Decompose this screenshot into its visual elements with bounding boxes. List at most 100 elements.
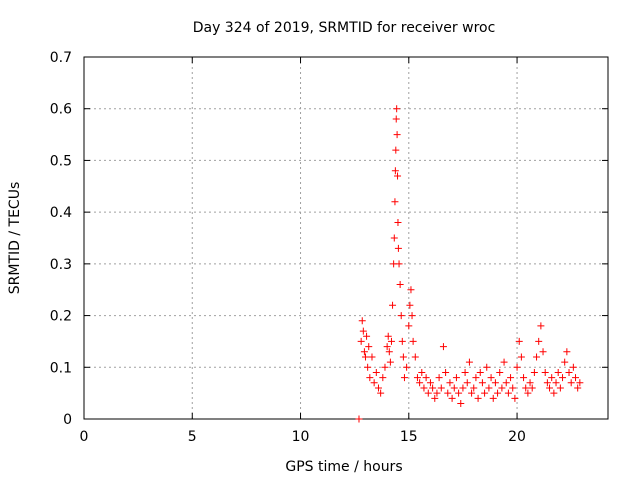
data-point: [543, 379, 551, 387]
data-point: [509, 384, 517, 392]
data-point: [437, 384, 445, 392]
data-point: [442, 368, 450, 376]
data-point: [396, 281, 404, 289]
data-point: [496, 368, 504, 376]
data-point: [548, 374, 556, 382]
data-point: [478, 379, 486, 387]
data-point: [365, 343, 373, 351]
data-point: [394, 244, 402, 252]
data-point: [364, 363, 372, 371]
data-point: [420, 384, 428, 392]
data-point: [407, 286, 415, 294]
data-point: [360, 348, 368, 356]
data-point: [397, 312, 405, 320]
data-point: [409, 337, 417, 345]
y-tick-label: 0.6: [50, 102, 72, 118]
data-point: [563, 348, 571, 356]
data-point: [556, 384, 564, 392]
y-axis-label: SRMTID / TECUs: [7, 182, 23, 295]
data-point: [507, 374, 515, 382]
data-point: [394, 218, 402, 226]
data-point: [459, 384, 467, 392]
data-point: [416, 379, 424, 387]
data-point: [483, 363, 491, 371]
data-point: [386, 358, 394, 366]
data-point: [539, 348, 547, 356]
chart-title: Day 324 of 2019, SRMTID for receiver wro…: [193, 20, 496, 36]
data-point: [476, 368, 484, 376]
data-point: [485, 384, 493, 392]
data-point: [565, 368, 573, 376]
data-point: [446, 379, 454, 387]
y-tick-label: 0.2: [50, 309, 72, 325]
data-point: [455, 389, 463, 397]
data-point: [426, 379, 434, 387]
data-point: [393, 105, 401, 113]
x-tick-label: 0: [80, 429, 89, 445]
data-point: [389, 301, 397, 309]
y-tick-label: 0.7: [50, 50, 72, 66]
data-point: [372, 368, 380, 376]
data-point: [398, 337, 406, 345]
data-point: [403, 363, 411, 371]
data-point: [569, 363, 577, 371]
y-tick-label: 0.3: [50, 257, 72, 273]
data-point: [520, 374, 528, 382]
y-tick-label: 0.4: [50, 205, 72, 221]
data-point: [559, 374, 567, 382]
data-point: [511, 394, 519, 402]
x-tick-label: 15: [400, 429, 418, 445]
data-point: [502, 379, 510, 387]
data-point: [390, 234, 398, 242]
plot-frame: [83, 56, 609, 420]
data-point: [472, 374, 480, 382]
data-point: [429, 384, 437, 392]
data-point: [504, 389, 512, 397]
data-point: [517, 353, 525, 361]
x-tick-label: 5: [188, 429, 197, 445]
data-point: [498, 384, 506, 392]
data-point: [524, 389, 532, 397]
data-point: [411, 353, 419, 361]
data-point: [385, 348, 393, 356]
data-point: [546, 384, 554, 392]
data-point: [363, 332, 371, 340]
data-point: [489, 394, 497, 402]
data-point: [487, 374, 495, 382]
data-point: [535, 337, 543, 345]
data-point: [387, 337, 395, 345]
data-point: [533, 353, 541, 361]
data-point: [474, 394, 482, 402]
data-point: [392, 146, 400, 154]
data-point: [468, 389, 476, 397]
x-axis-label: GPS time / hours: [285, 459, 402, 475]
data-point: [444, 389, 452, 397]
data-point: [384, 332, 392, 340]
data-point: [394, 172, 402, 180]
data-point: [530, 368, 538, 376]
data-point: [379, 374, 387, 382]
data-point: [515, 337, 523, 345]
data-point: [391, 198, 399, 206]
data-point: [395, 260, 403, 268]
data-point: [452, 374, 460, 382]
data-point: [435, 374, 443, 382]
data-point: [366, 374, 374, 382]
data-point: [408, 312, 416, 320]
data-point: [463, 379, 471, 387]
data-point: [358, 317, 366, 325]
data-point: [422, 374, 430, 382]
data-point: [406, 301, 414, 309]
data-point: [400, 374, 408, 382]
data-point: [399, 353, 407, 361]
data-point: [491, 379, 499, 387]
data-point: [526, 379, 534, 387]
data-point: [572, 374, 580, 382]
data-point: [424, 389, 432, 397]
data-point: [552, 379, 560, 387]
data-point: [383, 343, 391, 351]
data-point: [393, 131, 401, 139]
data-point: [528, 384, 536, 392]
data-point: [494, 389, 502, 397]
